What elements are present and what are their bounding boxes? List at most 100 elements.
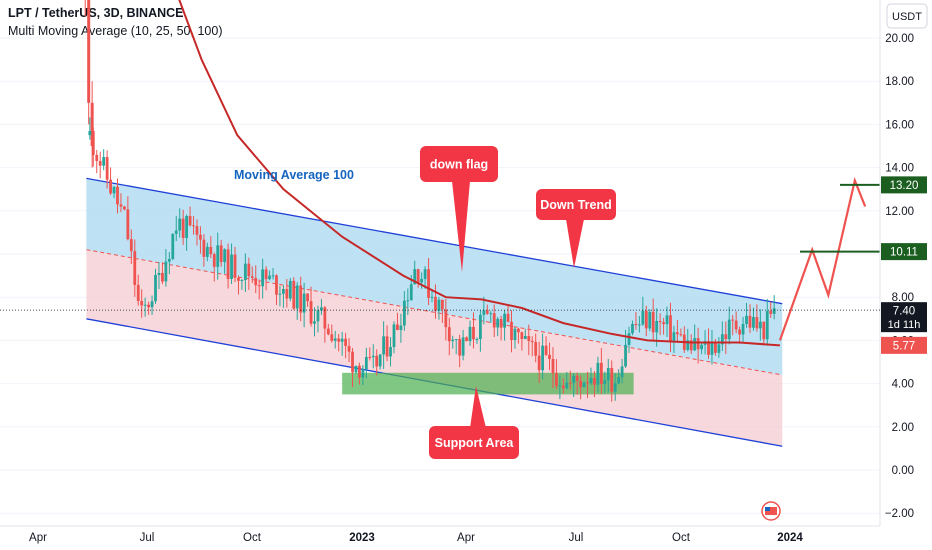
candle[interactable] [171,233,175,259]
candle[interactable] [351,351,354,373]
candle[interactable] [710,343,714,355]
candle[interactable] [416,269,420,283]
candle[interactable] [361,369,365,378]
candle[interactable] [613,383,617,392]
candle[interactable] [693,338,697,351]
candle[interactable] [209,246,213,255]
candle[interactable] [281,288,285,294]
candle[interactable] [430,296,434,298]
candle[interactable] [161,273,164,282]
price-axis[interactable]: 20.0018.0016.0014.0012.0010.008.006.004.… [0,0,928,526]
candle[interactable] [714,343,717,353]
candle[interactable] [219,245,223,263]
candle[interactable] [434,296,437,311]
candle[interactable] [544,345,548,355]
candle[interactable] [140,300,144,306]
candle[interactable] [288,280,292,299]
candle[interactable] [364,356,368,370]
candle[interactable] [423,269,427,279]
candle[interactable] [510,321,513,341]
candle[interactable] [527,336,531,341]
candle[interactable] [447,327,451,342]
candle[interactable] [769,310,773,314]
symbol-title[interactable]: LPT / TetherUS, 3D, BINANCE [8,6,184,20]
candle[interactable] [689,340,693,351]
candle[interactable] [105,157,109,180]
candle[interactable] [541,345,545,371]
candle[interactable] [344,338,348,346]
candle[interactable] [254,277,258,286]
candle[interactable] [478,314,482,340]
candle[interactable] [561,385,565,389]
candle[interactable] [243,263,247,281]
candle[interactable] [517,328,520,333]
candle[interactable] [696,338,700,350]
candle[interactable] [88,130,92,136]
candle[interactable] [523,336,527,339]
candle[interactable] [738,329,742,335]
candle[interactable] [178,218,182,231]
candle[interactable] [333,338,337,341]
candle[interactable] [720,334,724,345]
candle[interactable] [119,204,123,207]
candle[interactable] [409,284,413,301]
candle[interactable] [617,377,621,384]
candle[interactable] [482,310,486,315]
candle[interactable] [627,333,631,345]
candle[interactable] [589,377,593,384]
candle[interactable] [389,347,392,357]
candle[interactable] [499,318,503,328]
candle[interactable] [596,362,600,385]
candle[interactable] [91,130,95,155]
candle[interactable] [129,239,133,252]
candle[interactable] [167,258,171,262]
candle[interactable] [530,340,534,343]
candle[interactable] [257,285,261,287]
candle[interactable] [185,216,189,238]
candle[interactable] [413,269,417,285]
candle[interactable] [216,245,220,267]
candle[interactable] [624,344,627,367]
candle[interactable] [174,230,178,234]
candle[interactable] [444,309,448,328]
candle[interactable] [679,334,683,336]
candle[interactable] [285,288,289,299]
candle[interactable] [427,269,430,298]
candle[interactable] [358,365,361,378]
candle[interactable] [631,324,634,334]
candle[interactable] [133,251,137,285]
candle[interactable] [188,216,192,226]
candle[interactable] [641,310,645,325]
candle[interactable] [212,254,216,267]
candle[interactable] [223,249,227,263]
candle[interactable] [458,339,462,356]
candle[interactable] [610,367,614,392]
candle[interactable] [603,380,607,385]
currency-button-label[interactable]: USDT [892,11,922,23]
candle[interactable] [752,317,755,328]
candle[interactable] [651,311,655,333]
candle[interactable] [382,336,386,355]
candle[interactable] [772,308,776,314]
candle[interactable] [326,328,330,335]
candle[interactable] [371,355,375,358]
candle[interactable] [537,355,541,371]
candle[interactable] [485,310,489,314]
candle[interactable] [496,318,500,328]
candle[interactable] [700,344,703,350]
candle[interactable] [237,277,240,281]
candle[interactable] [347,345,351,352]
candle[interactable] [202,239,206,257]
candle[interactable] [123,206,126,210]
candle[interactable] [454,339,458,341]
candle[interactable] [195,226,199,235]
candle[interactable] [465,337,468,342]
candle[interactable] [240,280,244,282]
candle[interactable] [489,313,493,315]
candle[interactable] [506,313,510,322]
candle[interactable] [154,274,157,302]
candle[interactable] [472,326,475,340]
candle[interactable] [555,373,558,386]
time-axis[interactable]: Apr Jul Oct 2023 Apr Jul Oct 2024 [0,525,880,544]
candle[interactable] [98,161,102,166]
